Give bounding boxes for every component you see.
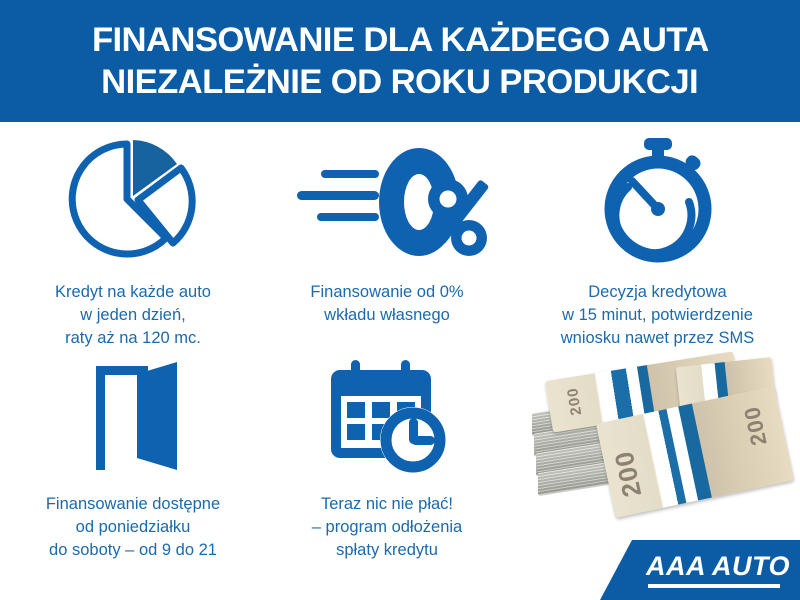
caption-line: Kredyt na każde auto — [55, 283, 211, 301]
stopwatch-icon — [594, 134, 722, 264]
caption-line: w 15 minut, potwierdzenie — [562, 306, 753, 324]
caption-line: raty aż na 120 mc. — [65, 329, 201, 347]
caption-line: do soboty – od 9 do 21 — [49, 541, 217, 559]
caption-line: – program odłożenia — [311, 518, 463, 536]
zero-percent-icon — [285, 134, 490, 264]
banknote-stacks-photo: 200 200 200 — [528, 351, 794, 518]
feature-opening-hours: Finansowanie dostępne od poniedziałku do… — [8, 354, 258, 562]
feature-credit: Kredyt na każde auto w jeden dzień, raty… — [8, 134, 258, 350]
headline-line-2: NIEZALEŻNIE OD ROKU PRODUKCJI — [101, 63, 700, 101]
caption-line: Decyzja kredytowa — [588, 283, 727, 301]
aaa-auto-logo[interactable]: AAA AUTO — [600, 540, 800, 600]
feature-credit-caption: Kredyt na każde auto w jeden dzień, raty… — [55, 281, 211, 350]
feature-deferred-payment-caption: Teraz nic nie płać! – program odłożenia … — [312, 493, 462, 562]
feature-zero-percent-caption: Finansowanie od 0% wkładu własnego — [310, 281, 463, 327]
logo-text: AAA AUTO — [646, 551, 790, 581]
header-band: FINANSOWANIE DLA KAŻDEGO AUTA NIEZALEŻNI… — [0, 0, 800, 122]
caption-line: spłaty kredytu — [336, 541, 438, 559]
calendar-clock-icon — [325, 354, 449, 476]
caption-line: wkładu własnego — [324, 306, 450, 324]
caption-line: Teraz nic nie płać! — [320, 495, 454, 513]
feature-decision: Decyzja kredytowa w 15 minut, potwierdze… — [520, 134, 795, 350]
feature-grid: Kredyt na każde auto w jeden dzień, raty… — [0, 122, 800, 600]
feature-opening-hours-caption: Finansowanie dostępne od poniedziałku do… — [46, 493, 220, 562]
caption-line: wniosku nawet przez SMS — [560, 329, 755, 347]
logo-underline — [648, 584, 780, 588]
logo-background — [600, 540, 800, 600]
pie-chart-icon — [67, 134, 199, 264]
open-door-icon — [74, 354, 192, 476]
caption-line: Finansowanie od 0% — [310, 283, 464, 301]
feature-deferred-payment: Teraz nic nie płać! – program odłożenia … — [262, 354, 512, 562]
caption-line: Finansowanie dostępne — [45, 495, 221, 513]
caption-line: od poniedziałku — [75, 518, 191, 536]
headline-line-1: FINANSOWANIE DLA KAŻDEGO AUTA — [91, 21, 709, 59]
feature-zero-percent: Finansowanie od 0% wkładu własnego — [262, 134, 512, 327]
caption-line: w jeden dzień, — [80, 306, 186, 324]
feature-decision-caption: Decyzja kredytowa w 15 minut, potwierdze… — [561, 281, 755, 350]
